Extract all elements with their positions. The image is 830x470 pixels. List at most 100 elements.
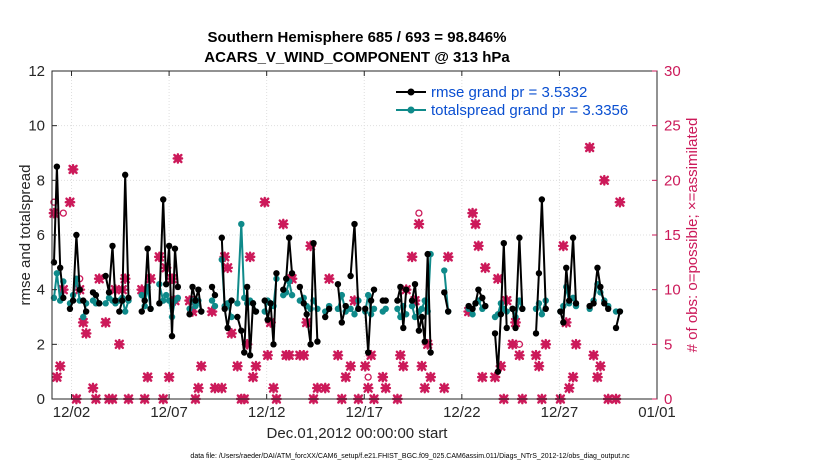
rmse-point	[605, 305, 612, 312]
rmse-point	[532, 330, 540, 337]
rmse-point	[597, 283, 604, 291]
rmse-point	[411, 281, 419, 288]
rmse-point	[367, 297, 375, 304]
rmse-point	[82, 308, 90, 315]
rmse-line-segment	[364, 289, 375, 354]
rmse-point	[479, 294, 486, 302]
obs-assimilated-point	[476, 371, 488, 383]
rmse-point	[512, 324, 519, 332]
rmse-point	[211, 291, 219, 299]
obs-assimilated-point	[172, 153, 184, 164]
obs-assimilated-point	[394, 349, 406, 361]
obs-assimilated-point	[492, 273, 504, 285]
obs-assimilated-point	[413, 218, 425, 230]
obs-assimilated-point	[283, 349, 295, 361]
spread-point	[192, 302, 199, 310]
rmse-point	[594, 264, 601, 271]
obs-assimilated-point	[530, 349, 542, 361]
rmse-point	[310, 240, 317, 247]
rmse-line-segment	[69, 234, 81, 310]
rmse-point	[198, 308, 205, 315]
obs-assimilated-point	[232, 360, 243, 372]
obs-assimilated-point	[163, 371, 175, 383]
rmse-point	[400, 324, 407, 332]
obs-assimilated-point	[570, 338, 582, 350]
spread-point	[408, 302, 416, 310]
spread-point	[441, 267, 448, 274]
rmse-point	[246, 352, 254, 359]
obs-assimilated-point	[514, 349, 525, 361]
rmse-point	[285, 234, 293, 241]
rmse-point	[192, 297, 199, 304]
rmse-point	[125, 294, 132, 302]
rmse-point	[138, 308, 145, 315]
obs-assimilated-point	[473, 240, 484, 252]
x-tick-label: 12/22	[443, 404, 481, 421]
obs-assimilated-point	[305, 240, 316, 252]
obs-assimilated-point	[262, 349, 274, 361]
legend-marker-rmse	[407, 88, 415, 96]
obs-assimilated-point	[479, 262, 491, 274]
rmse-point	[351, 220, 358, 228]
spread-point	[364, 291, 372, 299]
obs-assimilated-point	[349, 295, 360, 306]
obs-assimilated-point	[406, 251, 418, 263]
spread-point	[121, 308, 129, 315]
x-tick-label: 12/12	[248, 404, 286, 421]
obs-assimilated-point	[592, 371, 603, 383]
obs-assimilated-point	[113, 338, 125, 350]
obs-possible-point	[364, 373, 372, 381]
y-tick-label-right: 10	[664, 282, 681, 299]
rmse-point	[296, 283, 304, 291]
obs-assimilated-point	[54, 360, 66, 372]
rmse-point	[116, 308, 123, 315]
rmse-point	[338, 319, 346, 326]
rmse-point	[80, 297, 87, 304]
y-tick-label-right: 30	[664, 63, 681, 80]
rmse-point	[300, 300, 307, 307]
obs-assimilated-point	[359, 360, 371, 372]
obs-assimilated-point	[540, 338, 552, 350]
rmse-point	[141, 297, 148, 304]
rmse-line-segment	[443, 292, 450, 312]
rmse-point	[267, 300, 274, 307]
rmse-point	[538, 196, 546, 203]
rmse-point	[307, 341, 314, 348]
spread-point	[469, 311, 476, 318]
x-tick-label: 12/07	[150, 404, 188, 421]
rmse-point	[355, 305, 362, 312]
obs-assimilated-point	[153, 251, 165, 263]
y-axis-label-left: rmse and totalspread	[17, 165, 34, 306]
rmse-point	[186, 311, 193, 318]
obs-assimilated-point	[247, 371, 259, 383]
rmse-line-segment	[396, 285, 408, 329]
rmse-point	[415, 327, 423, 334]
rmse-point	[273, 270, 280, 277]
rmse-point	[288, 270, 296, 277]
rmse-point	[69, 297, 77, 304]
rmse-point	[535, 270, 543, 277]
rmse-line-segment	[511, 236, 524, 329]
obs-assimilated-point	[206, 306, 218, 317]
rmse-point	[334, 281, 342, 288]
rmse-line-segment	[220, 237, 233, 329]
rmse-point	[491, 330, 499, 337]
obs-assimilated-point	[319, 382, 331, 394]
obs-assimilated-point	[495, 360, 507, 372]
rmse-line-segment	[118, 173, 130, 312]
rmse-point	[174, 283, 182, 291]
spread-point	[238, 220, 245, 228]
spread-point	[174, 294, 182, 302]
rmse-point	[156, 300, 163, 307]
chart-title-line2: ACARS_V_WIND_COMPONENT @ 313 hPa	[204, 49, 510, 66]
obs-assimilated-point	[259, 196, 271, 208]
rmse-point	[542, 305, 549, 312]
rmse-point	[503, 324, 510, 332]
y-axis-label-right: # of obs: o=possible; ×=assimilated	[684, 118, 701, 353]
obs-assimilated-point	[323, 273, 335, 285]
obs-assimilated-point	[67, 164, 79, 175]
rmse-point	[427, 349, 434, 356]
rmse-point	[121, 171, 129, 179]
rmse-point	[342, 302, 349, 310]
spread-point	[394, 305, 401, 312]
